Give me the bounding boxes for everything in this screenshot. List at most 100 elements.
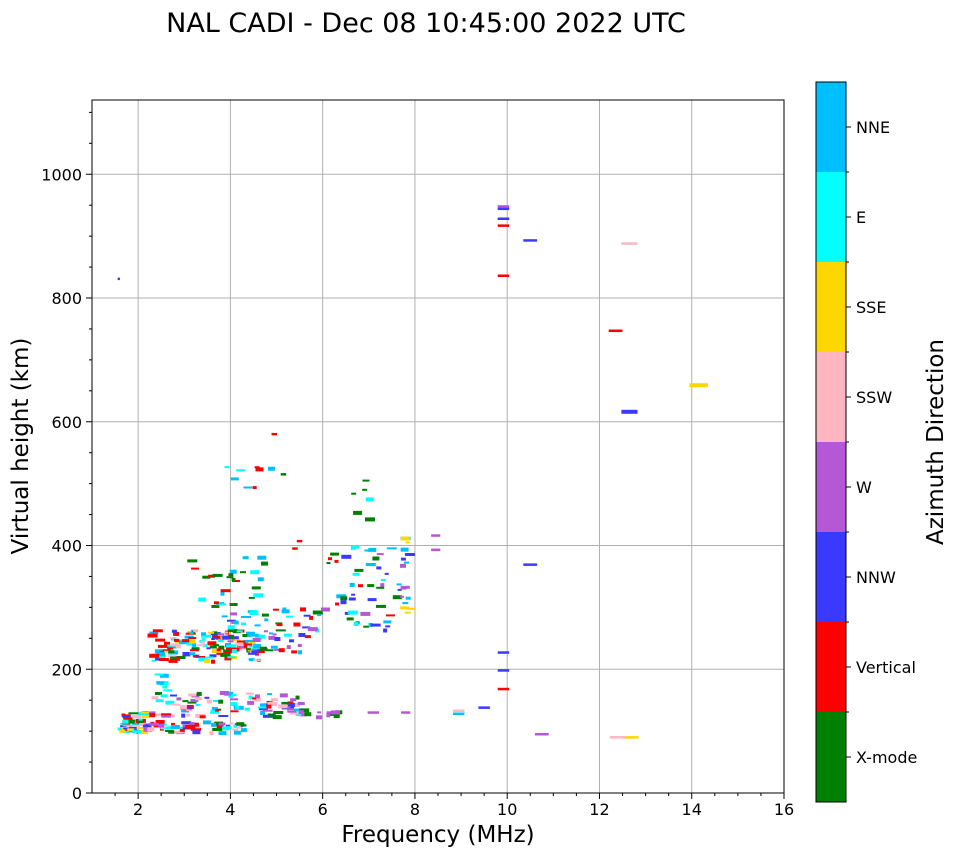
echo-point xyxy=(385,625,391,628)
echo-point xyxy=(171,722,175,725)
echo-point xyxy=(232,639,241,641)
echo-point xyxy=(202,720,211,725)
echo-point xyxy=(167,647,174,650)
echo-point xyxy=(272,608,279,611)
x-axis: 2 4 6 8 10 12 14 16 xyxy=(114,793,794,819)
echo-point xyxy=(195,704,201,706)
echo-point xyxy=(173,730,184,734)
echo-point xyxy=(163,689,173,692)
echo-point xyxy=(118,727,127,730)
echo-point xyxy=(168,659,178,663)
echo-point xyxy=(155,720,165,724)
echo-point xyxy=(212,631,218,635)
echo-point xyxy=(186,713,191,717)
echo-point xyxy=(208,631,215,634)
echo-point xyxy=(247,700,255,705)
echo-point xyxy=(384,572,389,575)
echo-point xyxy=(260,711,266,715)
echo-point xyxy=(289,639,294,643)
echo-trace xyxy=(608,329,623,332)
echo-point xyxy=(230,477,239,481)
echo-point xyxy=(188,637,197,639)
y-tick-label: 600 xyxy=(51,413,82,432)
echo-point xyxy=(383,620,392,624)
echo-point xyxy=(200,640,205,644)
echo-point xyxy=(351,593,356,596)
echo-point xyxy=(233,724,238,728)
echo-point xyxy=(219,691,229,695)
echo-point xyxy=(297,702,305,706)
echo-point xyxy=(189,722,195,727)
echo-point xyxy=(220,652,231,657)
echo-point xyxy=(354,568,364,572)
echo-point xyxy=(261,613,269,617)
echo-point xyxy=(152,629,163,633)
colorbar-swatch-x-mode xyxy=(816,712,846,802)
echo-point xyxy=(365,517,375,522)
echo-point xyxy=(404,611,411,614)
colorbar: X-mode Vertical NNW W SSW SSE E NNE xyxy=(815,81,917,803)
echo-point xyxy=(230,698,239,701)
echo-point xyxy=(240,728,247,733)
echo-point xyxy=(117,727,122,731)
echo-point xyxy=(167,726,174,730)
y-tick-label: 800 xyxy=(51,289,82,308)
echo-point xyxy=(202,575,211,579)
echo-point xyxy=(145,724,152,728)
echo-point xyxy=(376,553,384,556)
echo-point xyxy=(212,728,223,731)
echo-point xyxy=(385,614,395,617)
echo-point xyxy=(229,603,238,606)
echo-point xyxy=(178,640,188,645)
echo-point xyxy=(138,730,149,735)
echo-point xyxy=(165,700,175,705)
echo-point xyxy=(267,713,276,717)
echo-point xyxy=(212,636,221,639)
echo-point xyxy=(358,584,363,588)
echo-point xyxy=(316,715,322,720)
echo-point xyxy=(237,642,244,647)
echo-point xyxy=(291,650,298,654)
echo-point xyxy=(290,712,301,715)
echo-point xyxy=(326,714,331,718)
echo-point xyxy=(299,713,307,717)
echo-trace xyxy=(401,711,411,714)
echo-point xyxy=(272,715,282,720)
echo-trace xyxy=(497,274,510,277)
echo-point xyxy=(367,598,377,602)
echo-point xyxy=(201,632,206,636)
echo-point xyxy=(278,648,285,653)
echo-point xyxy=(272,633,277,636)
echo-point xyxy=(182,639,190,643)
echo-point xyxy=(156,681,164,685)
y-tick-label: 200 xyxy=(51,660,82,679)
echo-point xyxy=(270,698,278,702)
echo-point xyxy=(240,571,246,574)
echo-point xyxy=(278,704,288,709)
x-tick-label: 8 xyxy=(410,800,420,819)
echo-point xyxy=(252,638,261,642)
echo-point xyxy=(304,635,311,639)
echo-point xyxy=(257,649,265,654)
echo-point xyxy=(233,620,239,625)
echo-point xyxy=(349,582,355,587)
echo-point xyxy=(365,497,374,502)
echo-trace xyxy=(621,409,638,414)
echo-point xyxy=(248,658,255,662)
echo-point xyxy=(260,703,266,707)
echo-point xyxy=(159,728,164,731)
echo-point xyxy=(198,597,207,602)
echo-trace xyxy=(534,733,549,736)
echo-point xyxy=(181,721,192,725)
echo-point xyxy=(249,645,256,648)
echo-point xyxy=(257,577,264,582)
echo-point xyxy=(140,711,149,714)
echo-point xyxy=(186,642,195,646)
echo-point xyxy=(216,648,221,652)
y-tick-label: 400 xyxy=(51,537,82,556)
echo-point xyxy=(396,583,402,586)
echo-point xyxy=(380,583,385,588)
echo-point xyxy=(129,724,140,727)
colorbar-swatch-nnw xyxy=(816,532,846,622)
colorbar-swatch-ssw xyxy=(816,352,846,442)
